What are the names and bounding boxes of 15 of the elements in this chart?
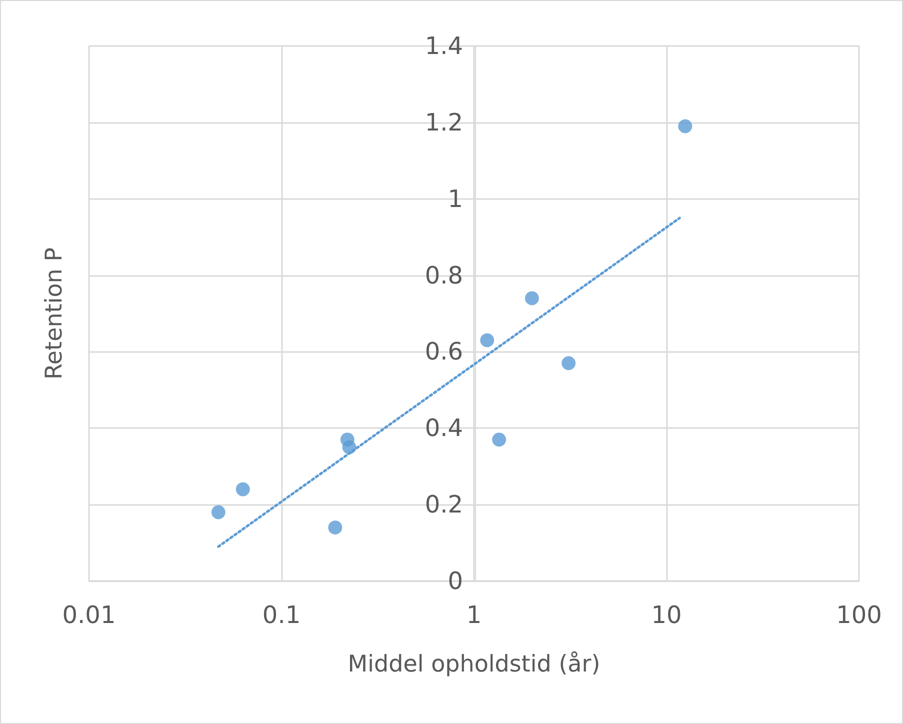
- y-tick-label: 0.8: [424, 261, 463, 290]
- y-tick-label: 0.2: [424, 490, 463, 519]
- x-axis-title: Middel opholdstid (år): [348, 650, 600, 678]
- y-tick-label: 0: [448, 567, 463, 595]
- x-tick-label: 0.1: [262, 601, 301, 629]
- y-tick-label: 0.4: [424, 414, 463, 442]
- x-tick-label: 1: [466, 601, 482, 629]
- y-tick-label: 1.2: [424, 108, 463, 136]
- x-tick-label: 100: [836, 601, 882, 629]
- x-tick-label: 10: [651, 601, 682, 629]
- y-tick-label: 0.6: [424, 338, 463, 366]
- y-tick-label: 1: [448, 184, 463, 213]
- y-tick-label: 1.4: [424, 32, 463, 60]
- y-axis-title: Retention P: [42, 247, 68, 380]
- x-tick-label: 0.01: [62, 601, 116, 629]
